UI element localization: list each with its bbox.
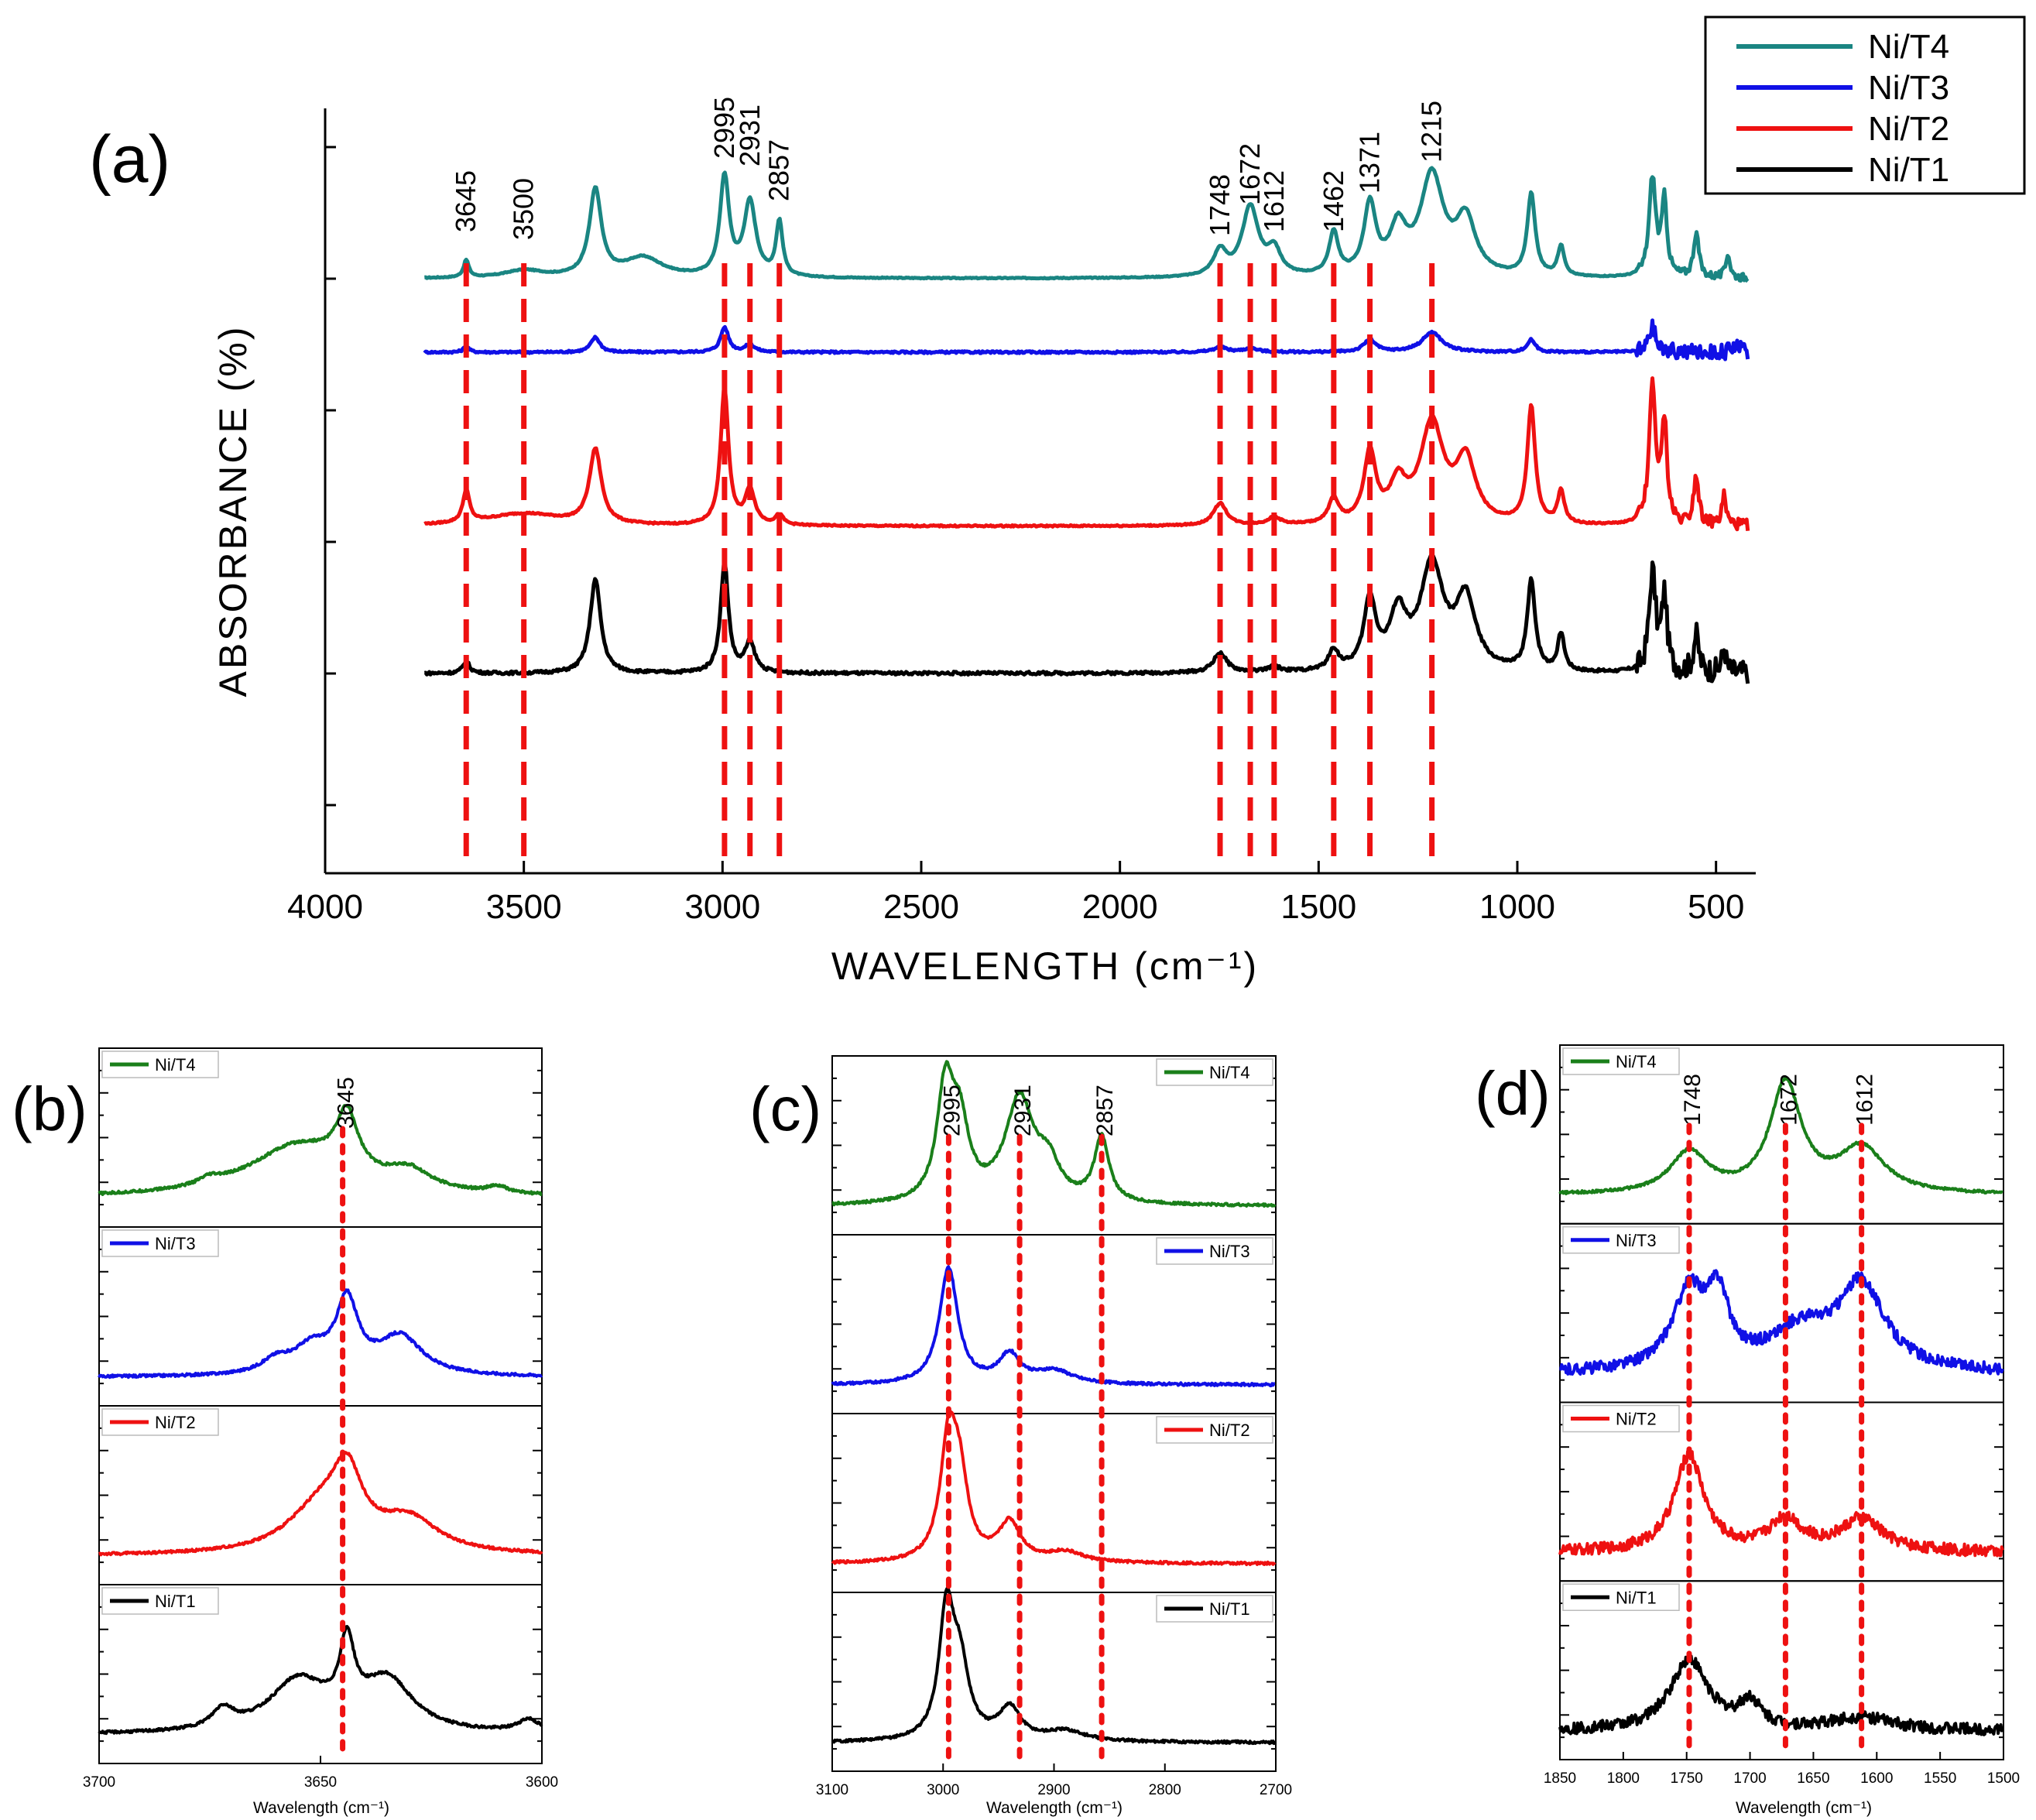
panel-a-x-tick-label: 3000 <box>684 888 760 926</box>
panel-b-legend-label: Ni/T1 <box>155 1592 196 1611</box>
panel-d-x-tick-label: 1500 <box>1987 1770 2020 1787</box>
panel-a-x-tick-label: 1500 <box>1280 888 1356 926</box>
panel-a-annotation: 3645 <box>450 170 482 232</box>
panel-a-legend-label: Ni/T3 <box>1868 69 1949 107</box>
panel-b-legend-label: Ni/T4 <box>155 1055 196 1075</box>
panel-c-legend-box <box>1156 1237 1273 1265</box>
panel-d-x-tick-label: 1750 <box>1671 1770 1703 1787</box>
panel-d-series-ni-t3 <box>1559 1269 2004 1376</box>
panel-a-annotation: 3500 <box>508 178 540 240</box>
panel-d-xlabel: Wavelength (cm⁻¹) <box>1736 1799 1872 1817</box>
panel-a-annotation: 1462 <box>1318 170 1349 232</box>
panel-c-x-tick-label: 2900 <box>1037 1782 1070 1798</box>
panel-b-legend-label: Ni/T2 <box>155 1413 196 1432</box>
panel-a-annotation: 2857 <box>763 139 795 201</box>
panel-c-legend-label: Ni/T3 <box>1209 1242 1250 1261</box>
panel-label-a: (a) <box>89 122 170 197</box>
panel-a-ylabel: ABSORBANCE (%) <box>211 325 255 697</box>
panel-c-series-ni-t2 <box>831 1410 1277 1567</box>
panel-c-legend-label: Ni/T2 <box>1209 1421 1250 1440</box>
panel-a-annotation: 1612 <box>1258 170 1290 232</box>
panel-d-x-tick-label: 1600 <box>1860 1770 1893 1787</box>
panel-c: Wavelength (cm⁻¹) Ni/T4 Ni/T3 Ni/T2 Ni/T1 31… <box>816 1055 1292 1817</box>
panel-a-annotation: 1215 <box>1416 101 1448 163</box>
panel-d-annotation: 1672 <box>1776 1074 1801 1126</box>
panel-a-x-tick-label: 1000 <box>1479 888 1555 926</box>
panel-b-legend-label: Ni/T3 <box>155 1234 196 1253</box>
panel-a-legend-label: Ni/T1 <box>1868 151 1949 189</box>
panel-c-annotation: 2995 <box>939 1085 965 1136</box>
panel-c-legend-label: Ni/T4 <box>1209 1063 1250 1082</box>
panel-d-x-tick-label: 1550 <box>1924 1770 1956 1787</box>
panel-d-legend-label: Ni/T3 <box>1616 1231 1657 1250</box>
panel-a-x-tick-label: 4000 <box>287 888 363 926</box>
panel-a-series-ni-t4 <box>423 166 1750 283</box>
panel-c-series-ni-t4 <box>831 1060 1277 1208</box>
panel-c-x-tick-label: 2700 <box>1260 1782 1292 1798</box>
panel-c-legend-label: Ni/T1 <box>1209 1599 1250 1619</box>
panel-a-legend-label: Ni/T2 <box>1868 110 1949 148</box>
panel-a-annotation: 1371 <box>1354 132 1386 194</box>
panel-d-annotation: 1612 <box>1853 1074 1878 1126</box>
panel-d-series-ni-t4 <box>1558 1077 2004 1196</box>
panel-b-x-tick-label: 3700 <box>83 1774 115 1791</box>
panel-d-legend-label: Ni/T4 <box>1616 1052 1657 1071</box>
panel-a-annotation: 1748 <box>1204 174 1236 236</box>
panel-b-series-ni-t4 <box>98 1104 543 1197</box>
panel-d-x-tick-label: 1650 <box>1797 1770 1829 1787</box>
panel-b-series-ni-t2 <box>98 1450 543 1557</box>
panel-a-annotation: 2995 <box>708 97 740 159</box>
panel-c-annotation: 2931 <box>1010 1085 1036 1136</box>
panel-c-x-tick-label: 3100 <box>816 1782 848 1798</box>
panel-b-series-ni-t1 <box>98 1625 543 1736</box>
panel-d-x-tick-label: 1700 <box>1733 1770 1766 1787</box>
panel-a-legend-box <box>1704 15 2026 195</box>
panel-c-annotation: 2857 <box>1092 1085 1118 1136</box>
panel-a-series-ni-t2 <box>423 376 1750 532</box>
panel-d-series-ni-t2 <box>1558 1450 2004 1558</box>
panel-a: WAVELENGTH (cm⁻¹) ABSORBANCE (%) 4000 350… <box>211 15 2026 988</box>
panel-c-series-ni-t3 <box>831 1265 1276 1388</box>
panel-a-xlabel: WAVELENGTH (cm⁻¹) <box>831 944 1259 988</box>
panel-a-series-ni-t3 <box>423 318 1750 362</box>
panel-a-series-ni-t1 <box>423 554 1750 684</box>
panel-d-legend-label: Ni/T2 <box>1616 1410 1657 1429</box>
panel-c-x-tick-label: 2800 <box>1149 1782 1181 1798</box>
panel-d-x-tick-label: 1800 <box>1607 1770 1640 1787</box>
panel-d: Wavelength (cm⁻¹) Ni/T4 Ni/T3 Ni/T2 Ni/T1 18… <box>1544 1044 2020 1817</box>
panel-d-series-ni-t1 <box>1558 1654 2004 1736</box>
panel-b-legend-box <box>101 1587 219 1615</box>
panel-c-x-tick-label: 3000 <box>927 1782 959 1798</box>
panel-b: Wavelength (cm⁻¹) Ni/T4 Ni/T3 Ni/T2 Ni/T1 37… <box>83 1047 558 1817</box>
panel-b-x-tick-label: 3600 <box>526 1774 558 1791</box>
panel-c-series-ni-t1 <box>831 1585 1277 1746</box>
panel-b-series-ni-t3 <box>98 1288 543 1380</box>
panel-a-x-tick-label: 3500 <box>486 888 562 926</box>
panel-b-x-tick-label: 3650 <box>304 1774 337 1791</box>
panel-label-d: (d) <box>1475 1059 1551 1128</box>
panel-b-annotation: 3645 <box>334 1077 359 1129</box>
panel-a-x-tick-label: 2500 <box>883 888 959 926</box>
panel-label-c: (c) <box>749 1075 821 1143</box>
panel-d-legend-label: Ni/T1 <box>1616 1588 1657 1607</box>
panel-a-x-tick-label: 2000 <box>1082 888 1158 926</box>
panel-label-b: (b) <box>12 1075 87 1143</box>
panel-d-x-tick-label: 1850 <box>1544 1770 1576 1787</box>
panel-d-annotation: 1748 <box>1680 1074 1705 1126</box>
panel-a-annotation: 1672 <box>1234 143 1266 205</box>
panel-a-x-tick-label: 500 <box>1688 888 1744 926</box>
panel-c-xlabel: Wavelength (cm⁻¹) <box>986 1799 1123 1817</box>
panel-a-annotation: 2931 <box>734 105 766 166</box>
panel-b-xlabel: Wavelength (cm⁻¹) <box>253 1799 389 1817</box>
panel-a-legend-label: Ni/T4 <box>1868 28 1949 66</box>
